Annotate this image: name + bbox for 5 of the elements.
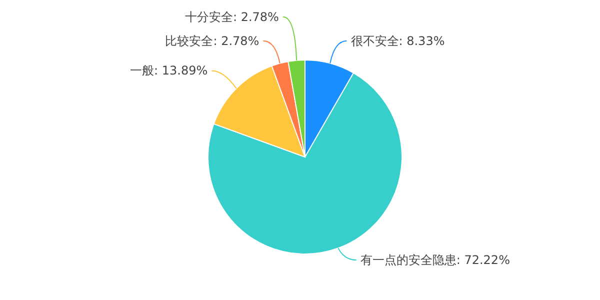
slice-label: 很不安全: 8.33%: [350, 34, 445, 48]
slice-label: 一般: 13.89%: [130, 64, 208, 78]
slice-label: 有一点的安全隐患: 72.22%: [360, 253, 510, 268]
slice-label: 十分安全: 2.78%: [184, 10, 279, 24]
slice-label: 比较安全: 2.78%: [165, 34, 260, 48]
